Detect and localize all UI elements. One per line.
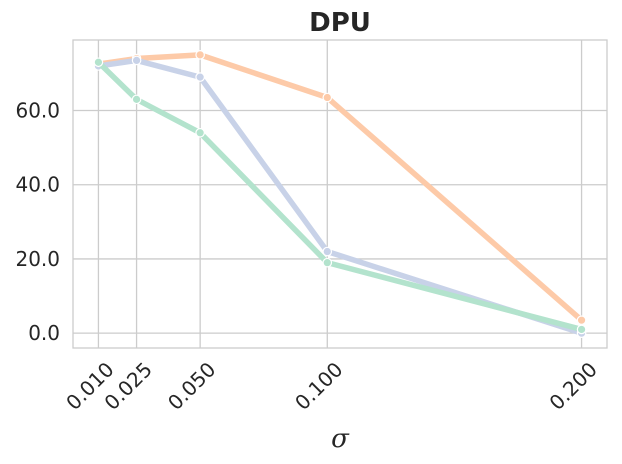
data-point <box>322 246 333 257</box>
x-tick-label: 0.050 <box>163 357 220 414</box>
data-point <box>576 315 587 325</box>
series-line <box>95 59 585 333</box>
data-point <box>195 50 205 60</box>
series-lines <box>93 50 587 338</box>
data-point <box>322 257 333 268</box>
x-axis-label: σ <box>331 424 350 454</box>
chart-title: DPU <box>309 8 371 38</box>
grid-lines <box>73 40 607 348</box>
plot-frame <box>72 39 608 349</box>
series-1 <box>93 50 587 325</box>
data-point <box>576 324 587 335</box>
data-point <box>195 127 205 138</box>
y-axis-ticks: 0.0 20.0 40.0 60.0 <box>15 99 60 346</box>
y-tick-label: 20.0 <box>15 247 60 271</box>
series-3 <box>93 57 587 335</box>
data-point <box>93 57 104 68</box>
series-line <box>95 52 585 323</box>
data-point <box>322 92 333 103</box>
y-tick-label: 60.0 <box>15 99 60 123</box>
x-tick-label: 0.100 <box>290 357 347 414</box>
series-line <box>95 57 585 336</box>
data-point <box>131 94 142 105</box>
data-point <box>131 55 142 66</box>
data-point <box>195 72 205 82</box>
x-tick-label: 0.200 <box>544 357 601 414</box>
series-2 <box>93 55 587 338</box>
y-tick-label: 0.0 <box>28 321 60 345</box>
y-tick-label: 40.0 <box>15 173 60 197</box>
